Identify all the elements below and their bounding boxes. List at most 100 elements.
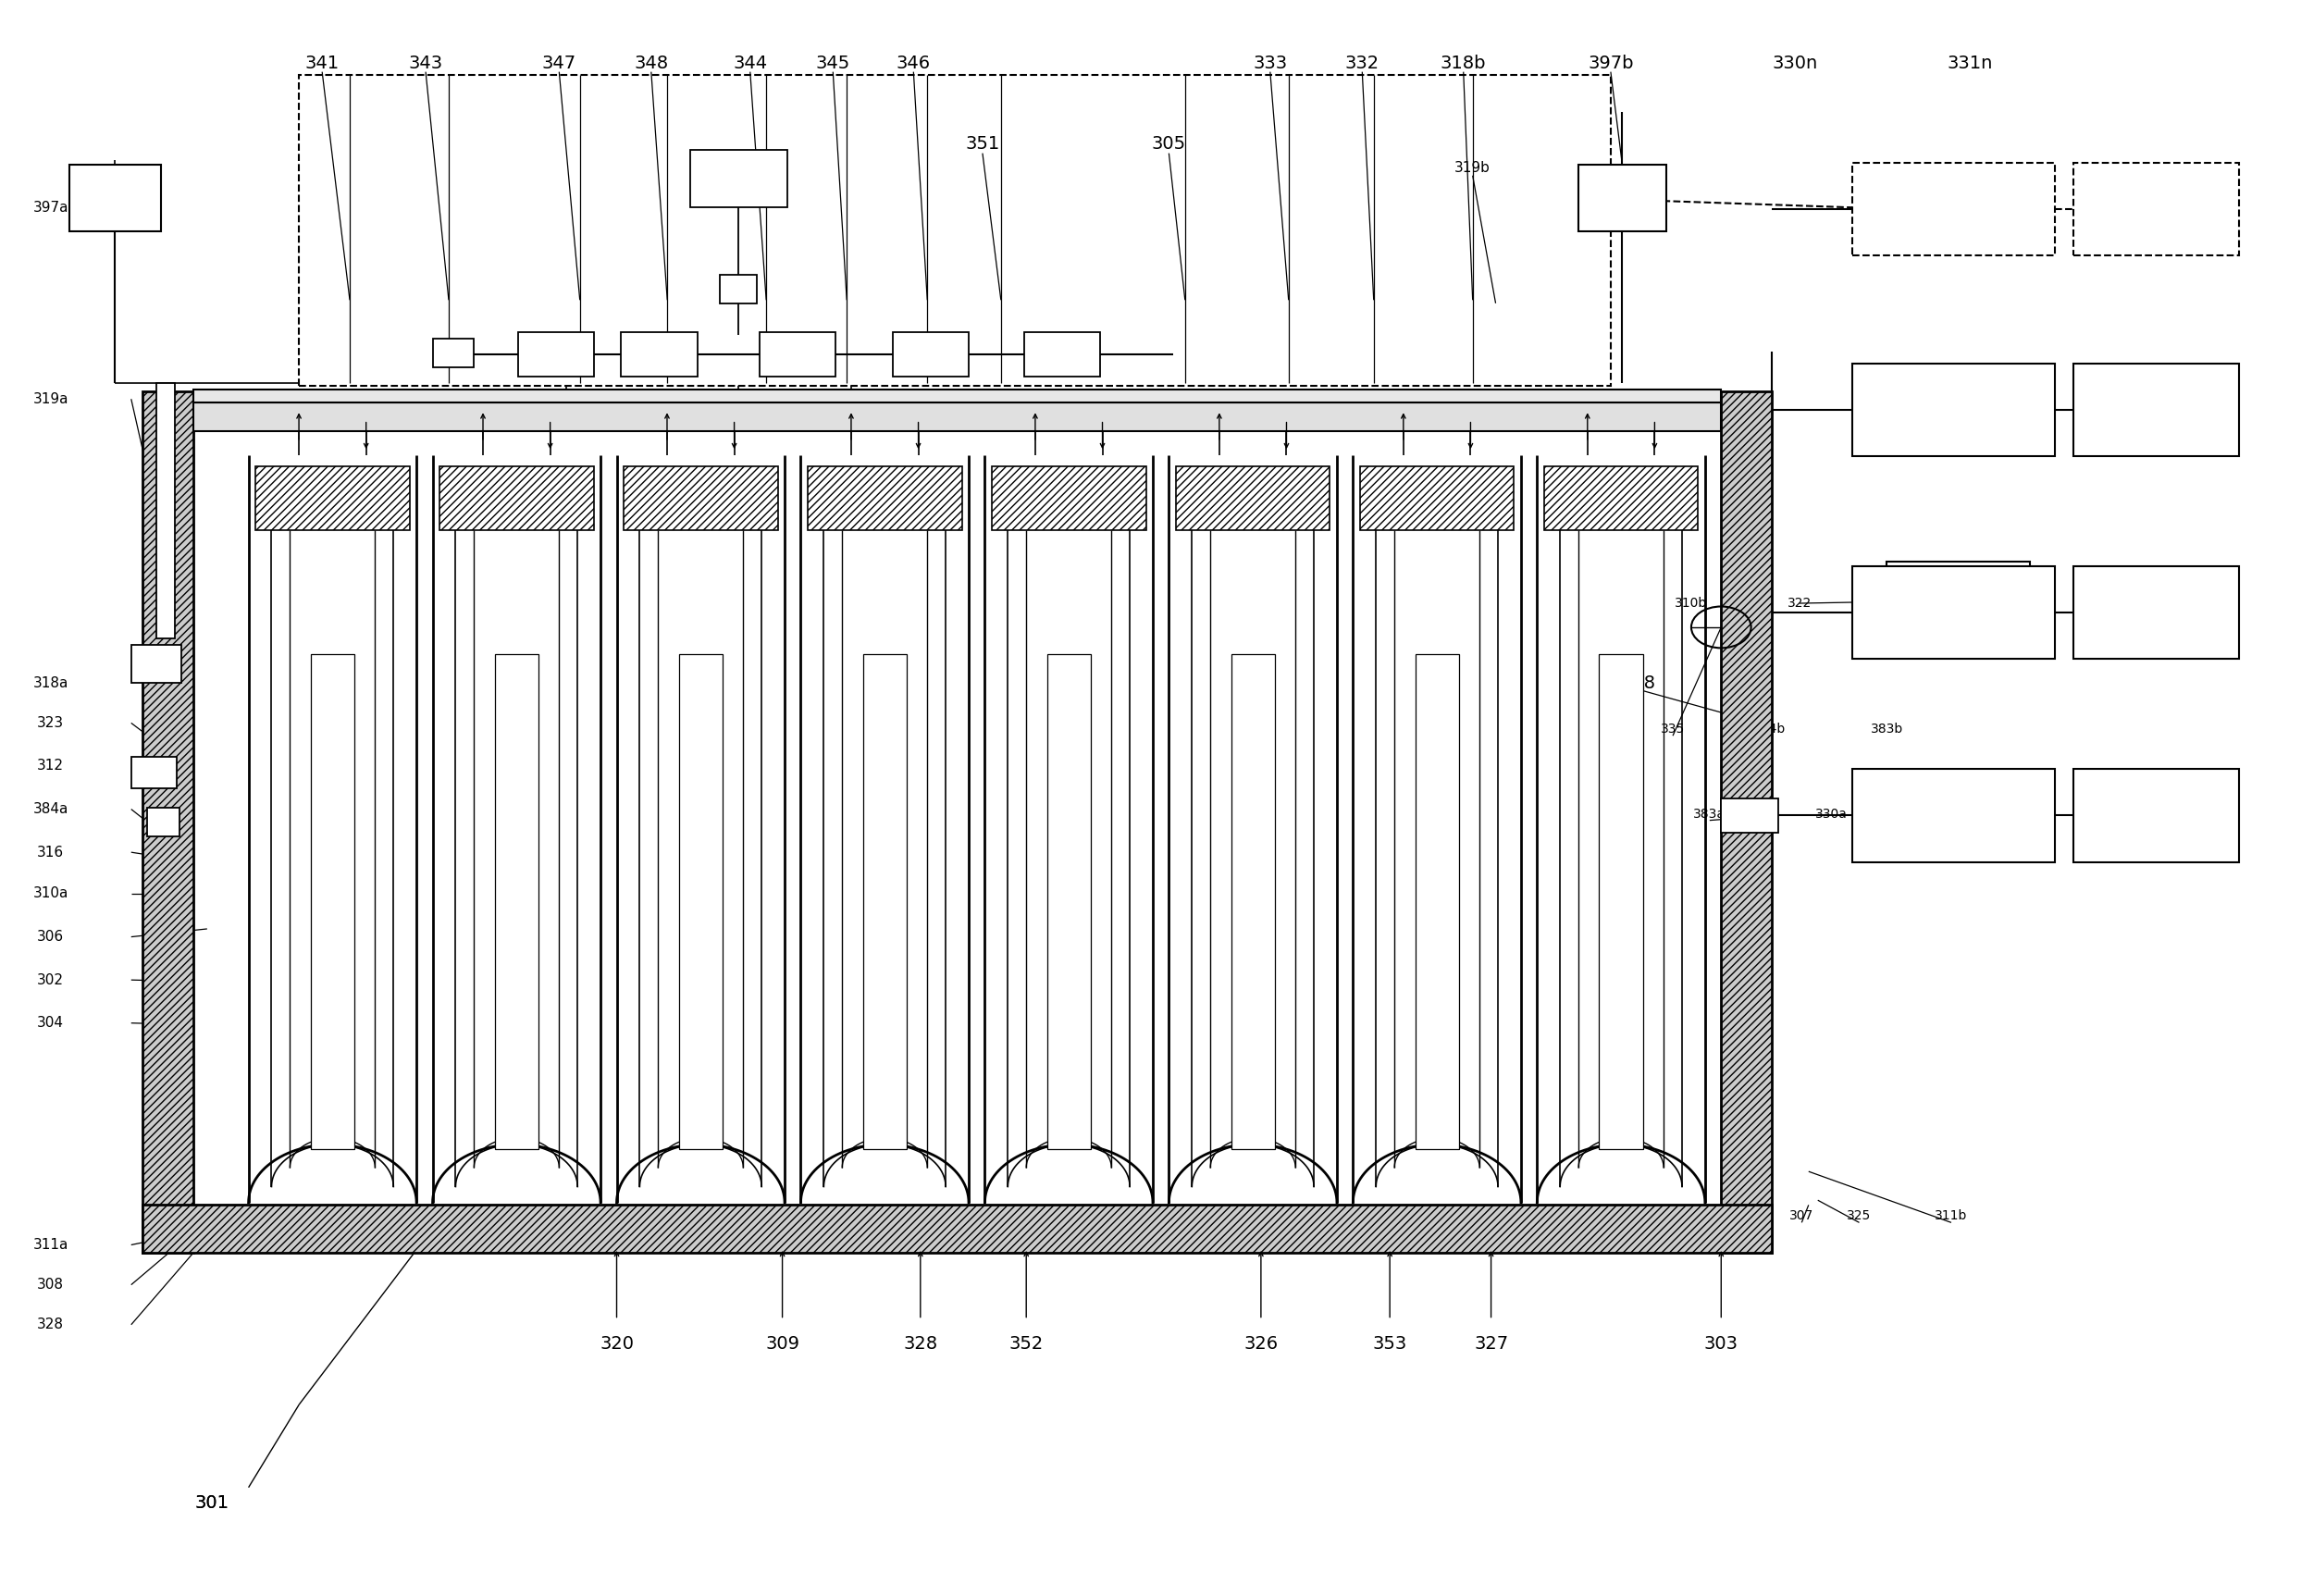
Text: RF
GENERATOR: RF GENERATOR — [2131, 603, 2181, 622]
Text: 330a: 330a — [1815, 808, 1848, 820]
Bar — [311, 654, 354, 1149]
Bar — [624, 466, 778, 530]
Bar — [433, 338, 474, 367]
Text: 397a: 397a — [32, 201, 69, 214]
Text: 303: 303 — [1726, 1162, 1749, 1175]
Bar — [1360, 466, 1514, 530]
Text: 316: 316 — [37, 846, 64, 859]
Text: 383a: 383a — [1694, 808, 1726, 820]
Bar — [1852, 364, 2055, 456]
Text: RF
GENERATOR: RF GENERATOR — [2131, 806, 2181, 825]
Text: 384a: 384a — [32, 803, 69, 816]
Text: 383b: 383b — [1871, 723, 1903, 736]
Text: 344: 344 — [734, 54, 766, 73]
Bar — [156, 383, 175, 638]
Text: 311b: 311b — [1935, 1210, 1967, 1223]
Text: 308: 308 — [1622, 674, 1654, 693]
Text: 332: 332 — [1346, 54, 1378, 73]
Bar — [1231, 654, 1275, 1149]
Text: 348: 348 — [635, 54, 667, 73]
Bar — [679, 654, 723, 1149]
Text: 323: 323 — [37, 717, 64, 729]
Text: 308: 308 — [37, 1278, 64, 1291]
Text: 343: 343 — [410, 54, 442, 73]
Text: 353: 353 — [1374, 1334, 1406, 1353]
Bar — [1852, 567, 2055, 659]
Text: RF
GENERATOR: RF GENERATOR — [2131, 200, 2181, 219]
Text: 326: 326 — [1245, 1334, 1277, 1353]
Bar — [1852, 163, 2055, 255]
Bar — [147, 808, 179, 836]
Bar — [1721, 391, 1772, 1253]
Bar — [193, 402, 1721, 431]
Bar — [2073, 364, 2239, 456]
Bar — [1887, 562, 2029, 642]
Bar — [992, 466, 1146, 530]
Bar — [69, 164, 161, 231]
Text: 318b: 318b — [1440, 54, 1486, 73]
Text: 307: 307 — [1790, 1210, 1813, 1223]
Text: TOOS: TOOS — [1049, 350, 1072, 359]
Text: 306: 306 — [37, 930, 64, 943]
Bar — [131, 757, 177, 788]
Bar — [255, 466, 410, 530]
Bar — [759, 332, 835, 377]
Text: MATCHING
NETWORK: MATCHING NETWORK — [1933, 806, 1974, 825]
Text: 397b: 397b — [1588, 54, 1634, 73]
Bar — [143, 1205, 1772, 1253]
Text: 305: 305 — [1153, 134, 1185, 153]
Text: 304: 304 — [37, 1017, 64, 1029]
Bar — [1721, 798, 1779, 833]
Text: 311a: 311a — [32, 1238, 69, 1251]
Text: 327: 327 — [1475, 1334, 1507, 1353]
Text: 312: 312 — [37, 760, 64, 772]
Text: 310a: 310a — [32, 887, 69, 900]
Text: 319b: 319b — [1454, 161, 1491, 174]
Text: MATCHING
NETWORK: MATCHING NETWORK — [1933, 200, 1974, 219]
Text: 341: 341 — [306, 54, 338, 73]
Text: 331a: 331a — [1935, 808, 1967, 820]
Text: 322: 322 — [1788, 597, 1811, 610]
Bar — [2073, 769, 2239, 862]
Text: 330n: 330n — [1772, 54, 1818, 73]
Bar — [131, 645, 182, 683]
Bar — [1578, 164, 1666, 231]
Bar — [808, 466, 962, 530]
Text: 345: 345 — [817, 54, 849, 73]
Text: 352: 352 — [1010, 1334, 1042, 1353]
Bar — [1047, 654, 1091, 1149]
Text: 310b: 310b — [1675, 597, 1707, 610]
Bar — [1176, 466, 1330, 530]
Bar — [893, 332, 969, 377]
Text: 347: 347 — [543, 54, 575, 73]
Text: 301: 301 — [196, 1494, 228, 1513]
Bar — [193, 389, 1721, 402]
Text: 346: 346 — [897, 54, 930, 73]
Text: 351: 351 — [966, 134, 999, 153]
Text: 309: 309 — [766, 1334, 798, 1353]
Text: D2: D2 — [732, 172, 746, 185]
Bar — [439, 466, 594, 530]
Bar — [1415, 654, 1459, 1149]
Bar — [720, 275, 757, 303]
Text: RF
GENERATOR: RF GENERATOR — [2131, 401, 2181, 420]
Text: MATCHING
NETWORK: MATCHING NETWORK — [1933, 603, 1974, 622]
Bar — [863, 654, 907, 1149]
Text: 320: 320 — [601, 1334, 633, 1353]
Text: 321: 321 — [1887, 597, 1910, 610]
Text: 328: 328 — [904, 1334, 937, 1353]
Bar — [495, 654, 538, 1149]
Bar — [1599, 654, 1643, 1149]
Bar — [518, 332, 594, 377]
Text: 319a: 319a — [32, 393, 69, 405]
Bar — [1852, 769, 2055, 862]
Text: 301: 301 — [196, 1494, 228, 1513]
Bar — [299, 75, 1611, 386]
Bar — [1544, 466, 1698, 530]
Text: 302: 302 — [37, 974, 64, 986]
Bar — [2073, 567, 2239, 659]
Text: 303: 303 — [1705, 1334, 1737, 1353]
Text: 318a: 318a — [32, 677, 69, 689]
Text: MATCHING
NETWORK: MATCHING NETWORK — [1933, 401, 1974, 420]
Text: 335: 335 — [1661, 723, 1684, 736]
